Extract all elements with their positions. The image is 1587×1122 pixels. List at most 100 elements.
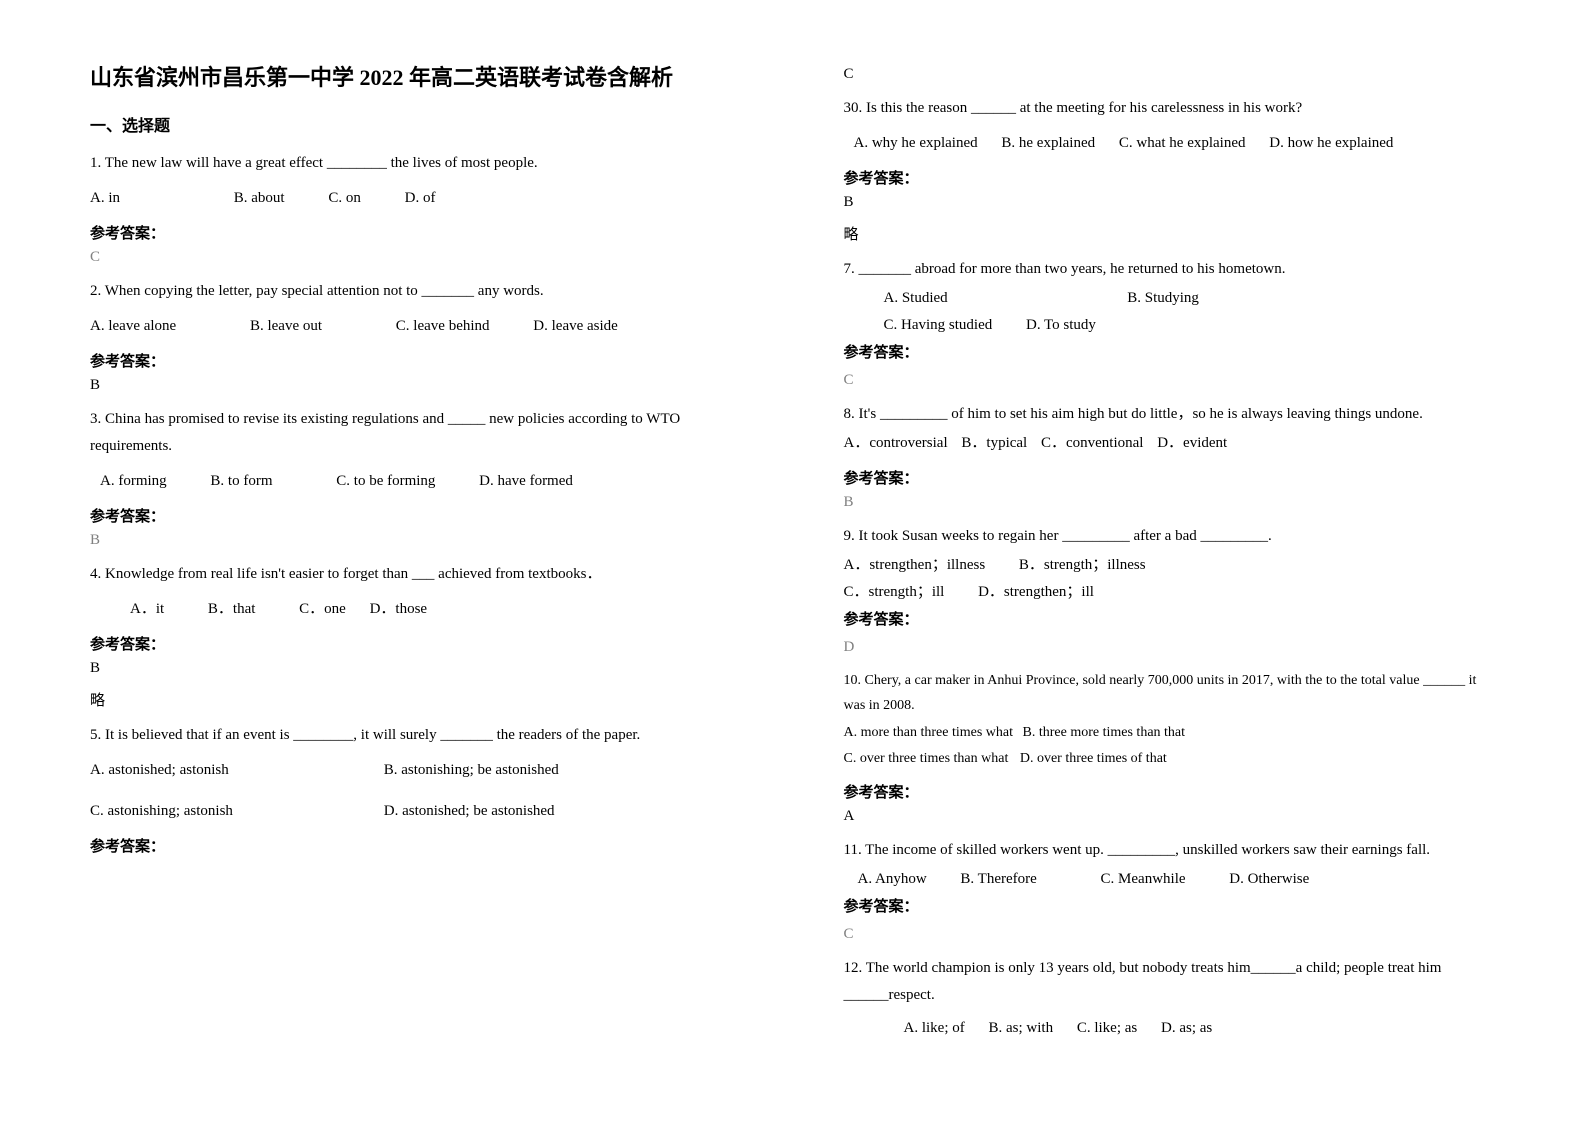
opt-b: B. as; with — [989, 1015, 1054, 1042]
question-10: 10. Chery, a car maker in Anhui Province… — [844, 668, 1498, 718]
opt-c: C．conventional — [1041, 430, 1143, 457]
question-1-options: A. in B. about C. on D. of — [90, 185, 744, 212]
question-9-options: A．strengthen；illness B．strength；illness … — [844, 552, 1498, 606]
section-header: 一、选择题 — [90, 112, 744, 136]
opt-c: C. what he explained — [1119, 130, 1246, 157]
opt-a: A. leave alone — [90, 313, 176, 340]
page-title: 山东省滨州市昌乐第一中学 2022 年高二英语联考试卷含解析 — [90, 60, 744, 92]
opt-c: C. Having studied — [884, 312, 993, 339]
answer-10: A — [844, 808, 1498, 825]
opt-d: D．those — [370, 596, 428, 623]
opt-d: D．strengthen；ill — [978, 579, 1094, 606]
opt-b: B. Therefore — [960, 866, 1036, 893]
question-11: 11. The income of skilled workers went u… — [844, 837, 1498, 864]
opt-d: D. as; as — [1161, 1015, 1212, 1042]
opt-a: A. why he explained — [854, 130, 978, 157]
right-column: C 30. Is this the reason ______ at the m… — [794, 0, 1587, 1122]
opt-a: A．controversial — [844, 430, 948, 457]
opt-b: B. three more times than that — [1023, 720, 1186, 745]
answer-3: B — [90, 532, 744, 549]
question-2-options: A. leave alone B. leave out C. leave beh… — [90, 313, 744, 340]
opt-d: D. leave aside — [533, 313, 618, 340]
left-column: 山东省滨州市昌乐第一中学 2022 年高二英语联考试卷含解析 一、选择题 1. … — [0, 0, 794, 1122]
opt-d: D. To study — [1026, 312, 1096, 339]
opt-b: B. to form — [210, 468, 272, 495]
question-3-options: A. forming B. to form C. to be forming D… — [90, 468, 744, 495]
answer-label: 参考答案： — [90, 633, 744, 654]
answer-label: 参考答案： — [90, 505, 744, 526]
opt-b: B．that — [208, 596, 256, 623]
question-1: 1. The new law will have a great effect … — [90, 150, 744, 177]
answer-1: C — [90, 249, 744, 266]
answer-label: 参考答案： — [844, 341, 1498, 362]
question-30: 30. Is this the reason ______ at the mee… — [844, 95, 1498, 122]
opt-c: C. like; as — [1077, 1015, 1137, 1042]
answer-label: 参考答案： — [90, 835, 744, 856]
question-9: 9. It took Susan weeks to regain her ___… — [844, 523, 1498, 550]
opt-a: A. forming — [100, 468, 167, 495]
question-12: 12. The world champion is only 13 years … — [844, 955, 1498, 1009]
question-5-options: A. astonished; astonish B. astonishing; … — [90, 757, 744, 825]
question-5: 5. It is believed that if an event is __… — [90, 722, 744, 749]
opt-d: D. astonished; be astonished — [384, 798, 555, 825]
opt-d: D．evident — [1157, 430, 1227, 457]
opt-d: D. of — [405, 185, 436, 212]
opt-c: C. to be forming — [336, 468, 435, 495]
answer-label: 参考答案： — [90, 350, 744, 371]
opt-c: C．strength；ill — [844, 579, 945, 606]
answer-11: C — [844, 926, 1498, 943]
opt-a: A．strengthen；illness — [844, 552, 986, 579]
answer-label: 参考答案： — [844, 608, 1498, 629]
opt-a: A. Studied — [884, 285, 1084, 312]
opt-a: A. astonished; astonish — [90, 757, 340, 784]
question-2: 2. When copying the letter, pay special … — [90, 278, 744, 305]
opt-a: A. Anyhow — [858, 866, 927, 893]
answer-label: 参考答案： — [844, 167, 1498, 188]
question-30-options: A. why he explained B. he explained C. w… — [844, 130, 1498, 157]
opt-d: D. have formed — [479, 468, 573, 495]
opt-a: A. like; of — [904, 1015, 965, 1042]
opt-c: C. astonishing; astonish — [90, 798, 340, 825]
question-3: 3. China has promised to revise its exis… — [90, 406, 744, 460]
opt-d: D. Otherwise — [1229, 866, 1309, 893]
question-8: 8. It's _________ of him to set his aim … — [844, 401, 1498, 428]
answer-label: 参考答案： — [844, 467, 1498, 488]
answer-5: C — [844, 66, 1498, 83]
answer-label: 参考答案： — [90, 222, 744, 243]
answer-label: 参考答案： — [844, 895, 1498, 916]
opt-b: B．strength；illness — [1019, 552, 1146, 579]
opt-b: B．typical — [961, 430, 1027, 457]
question-4-options: A．it B．that C．one D．those — [90, 596, 744, 623]
answer-4-note: 略 — [90, 689, 744, 710]
answer-8: B — [844, 494, 1498, 511]
opt-c: C．one — [299, 596, 346, 623]
opt-b: B. astonishing; be astonished — [384, 757, 559, 784]
opt-d: D. over three times of that — [1020, 746, 1167, 771]
question-7: 7. _______ abroad for more than two year… — [844, 256, 1498, 283]
opt-d: D. how he explained — [1269, 130, 1393, 157]
answer-2: B — [90, 377, 744, 394]
opt-b: B. about — [234, 185, 285, 212]
answer-30: B — [844, 194, 1498, 211]
answer-7: C — [844, 372, 1498, 389]
answer-4: B — [90, 660, 744, 677]
opt-c: C. over three times than what — [844, 746, 1009, 771]
question-10-options: A. more than three times what B. three m… — [844, 720, 1498, 770]
opt-b: B. Studying — [1127, 285, 1199, 312]
answer-30-note: 略 — [844, 223, 1498, 244]
question-8-options: A．controversial B．typical C．conventional… — [844, 430, 1498, 457]
answer-9: D — [844, 639, 1498, 656]
opt-b: B. he explained — [1001, 130, 1095, 157]
opt-a: A. more than three times what — [844, 720, 1014, 745]
opt-b: B. leave out — [250, 313, 322, 340]
question-11-options: A. Anyhow B. Therefore C. Meanwhile D. O… — [844, 866, 1498, 893]
question-12-options: A. like; of B. as; with C. like; as D. a… — [844, 1015, 1498, 1042]
opt-a: A．it — [130, 596, 164, 623]
question-4: 4. Knowledge from real life isn't easier… — [90, 561, 744, 588]
question-7-options: A. Studied B. Studying C. Having studied… — [844, 285, 1498, 339]
opt-c: C. leave behind — [396, 313, 490, 340]
opt-c: C. Meanwhile — [1101, 866, 1186, 893]
opt-c: C. on — [328, 185, 361, 212]
opt-a: A. in — [90, 185, 120, 212]
answer-label: 参考答案： — [844, 781, 1498, 802]
